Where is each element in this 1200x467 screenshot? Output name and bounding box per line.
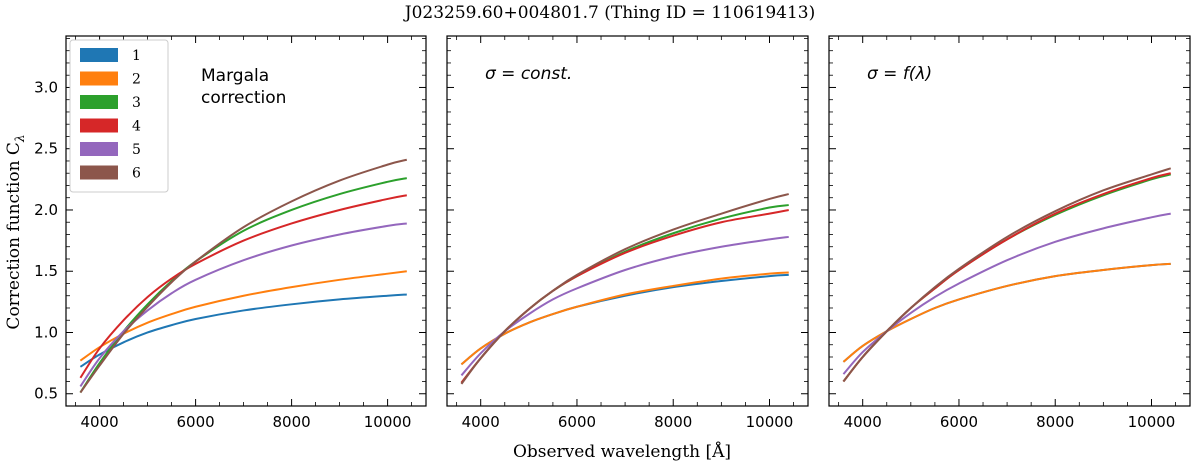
y-tick-label: 1.5 xyxy=(34,262,58,280)
legend-swatch-3 xyxy=(80,95,118,109)
series-line-1 xyxy=(460,273,789,366)
series-line-1 xyxy=(79,293,407,368)
series-line-2 xyxy=(460,271,789,366)
series-line-5 xyxy=(460,235,789,377)
series-line-6 xyxy=(79,158,408,394)
panel-annotation: Margala xyxy=(201,66,269,86)
x-tick-label: 8000 xyxy=(273,413,311,431)
figure-title: J023259.60+004801.7 (Thing ID = 11061941… xyxy=(403,3,815,23)
x-tick-label: 4000 xyxy=(81,413,119,431)
x-tick-label: 6000 xyxy=(940,413,978,431)
x-tick-label: 4000 xyxy=(844,413,882,431)
series-line-4 xyxy=(842,172,1171,383)
legend-swatch-5 xyxy=(80,142,118,156)
series-line-1 xyxy=(842,262,1171,363)
series-group xyxy=(79,158,408,394)
panel-2: 4000 6000 8000 10000 σ = const. xyxy=(446,35,809,431)
y-tick-label: 3.0 xyxy=(34,78,58,96)
legend-label-6: 6 xyxy=(132,166,141,182)
x-tick-label: 10000 xyxy=(364,413,412,431)
panel-frame xyxy=(446,35,809,407)
y-tick-label: 0.5 xyxy=(34,385,58,403)
series-line-5 xyxy=(842,212,1171,375)
legend-label-1: 1 xyxy=(132,48,141,64)
series-line-5 xyxy=(79,222,407,387)
svg-text:Correction function Cλ: Correction function Cλ xyxy=(4,134,27,329)
y-axis-label: Correction function Cλ xyxy=(4,134,27,329)
legend-swatch-6 xyxy=(80,165,118,180)
x-axis-label: Observed wavelength [Å] xyxy=(513,441,731,462)
y-axis-label-subscript: λ xyxy=(13,134,27,143)
legend-label-5: 5 xyxy=(132,142,141,158)
legend-swatch-2 xyxy=(80,71,118,86)
x-tick-label: 6000 xyxy=(177,413,215,431)
series-group xyxy=(460,193,789,385)
series-line-6 xyxy=(842,167,1172,383)
y-tick-label: 1.0 xyxy=(34,323,58,341)
panel-frame xyxy=(65,35,427,407)
panel-3: 4000 6000 8000 10000 σ = f(λ) xyxy=(828,35,1191,431)
x-tick-label: 10000 xyxy=(1128,413,1176,431)
legend-label-2: 2 xyxy=(132,72,141,88)
x-tick-label: 8000 xyxy=(654,413,692,431)
y-axis-label-main: Correction function C xyxy=(4,142,24,330)
legend-swatch-1 xyxy=(80,48,118,62)
series-line-6 xyxy=(460,193,789,385)
x-tick-label: 4000 xyxy=(462,413,500,431)
series-group xyxy=(842,167,1172,383)
series-line-3 xyxy=(79,177,407,394)
legend-label-4: 4 xyxy=(132,119,141,135)
series-line-2 xyxy=(79,270,407,362)
x-tick-label: 10000 xyxy=(746,413,794,431)
legend-label-3: 3 xyxy=(132,95,141,111)
legend: 1 2 3 4 5 6 xyxy=(69,39,169,193)
series-line-4 xyxy=(79,194,407,379)
y-tick-label: 2.5 xyxy=(34,140,58,158)
x-tick-label: 6000 xyxy=(558,413,596,431)
series-line-3 xyxy=(842,173,1171,383)
panel-annotation: σ = f(λ) xyxy=(867,64,932,84)
series-line-2 xyxy=(842,262,1171,363)
y-tick-label: 2.0 xyxy=(34,201,58,219)
panel-annotation: correction xyxy=(201,88,286,108)
legend-swatch-4 xyxy=(80,118,118,133)
panel-1: 4000 6000 8000 10000 0.5 1.0 1.5 2.0 2.5 3.0 Marga… xyxy=(34,35,427,431)
panel-frame xyxy=(828,35,1191,407)
panel-annotation: σ = const. xyxy=(485,64,572,84)
x-tick-label: 8000 xyxy=(1036,413,1074,431)
